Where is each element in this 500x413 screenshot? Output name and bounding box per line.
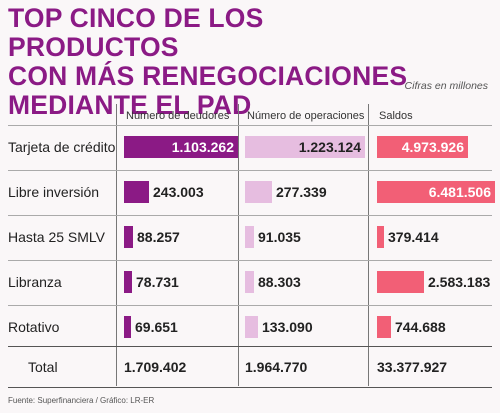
column-header: Saldos <box>379 110 413 122</box>
bar <box>377 136 468 158</box>
table-row: Libre inversión 243.003 277.339 6.481.506 <box>8 170 495 215</box>
bar <box>245 181 272 203</box>
bar <box>124 181 149 203</box>
column-header: Número de deudores <box>126 110 230 122</box>
chart-title: TOP CINCO DE LOS PRODUCTOS CON MÁS RENEG… <box>8 4 408 120</box>
bar <box>124 271 132 293</box>
bar <box>377 271 424 293</box>
category-label: Rotativo <box>8 319 60 335</box>
row-divider <box>8 305 492 306</box>
data-label: 379.414 <box>388 229 439 245</box>
bar <box>245 316 258 338</box>
category-label: Hasta 25 SMLV <box>8 229 106 245</box>
bar <box>377 226 384 248</box>
row-divider <box>8 215 492 216</box>
bar <box>245 271 254 293</box>
data-label: 4.973.926 <box>401 139 464 155</box>
row-divider <box>8 125 492 126</box>
data-label: 744.688 <box>395 319 446 335</box>
table-row: Libranza 78.731 88.303 2.583.183 <box>8 260 492 305</box>
category-label: Libre inversión <box>8 184 100 200</box>
table-row: Hasta 25 SMLV 88.257 91.035 379.414 <box>8 215 492 260</box>
bar <box>245 226 254 248</box>
data-label: 277.339 <box>276 184 327 200</box>
title-line-3: MEDIANTE EL PAD <box>8 90 252 120</box>
column-header: Número de operaciones <box>247 110 365 122</box>
totals-row: Total 1.709.402 1.964.770 33.377.927 <box>8 346 492 388</box>
bar <box>124 136 238 158</box>
data-label: 1.223.124 <box>298 139 361 155</box>
column-divider <box>368 104 369 386</box>
data-label: 78.731 <box>136 274 179 290</box>
data-label: 6.481.506 <box>428 184 491 200</box>
title-line-2: CON MÁS RENEGOCIACIONES <box>8 61 408 91</box>
column-divider <box>116 104 117 386</box>
table-row: Rotativo 69.651 133.090 744.688 <box>8 305 492 350</box>
column-divider <box>238 104 239 386</box>
row-divider <box>8 260 492 261</box>
data-label: 2.583.183 <box>428 274 491 290</box>
bar <box>124 316 131 338</box>
units-note: Cifras en millones <box>404 80 488 92</box>
total-value: 1.709.402 <box>124 359 187 375</box>
row-divider <box>8 170 492 171</box>
title-line-1: TOP CINCO DE LOS PRODUCTOS <box>8 3 264 62</box>
bar <box>124 226 133 248</box>
data-label: 1.103.262 <box>171 139 234 155</box>
total-label: Total <box>28 359 58 375</box>
bar <box>377 316 391 338</box>
data-label: 88.303 <box>258 274 301 290</box>
bar <box>377 181 495 203</box>
bar <box>245 136 365 158</box>
data-label: 88.257 <box>137 229 180 245</box>
table-row: Tarjeta de crédito 1.103.262 1.223.124 4.97… <box>8 125 492 170</box>
total-value: 33.377.927 <box>377 359 448 375</box>
category-label: Libranza <box>8 274 62 290</box>
data-label: 133.090 <box>262 319 313 335</box>
data-label: 91.035 <box>258 229 301 245</box>
category-label: Tarjeta de crédito <box>8 139 116 155</box>
data-label: 69.651 <box>135 319 178 335</box>
total-value: 1.964.770 <box>245 359 308 375</box>
source-note: Fuente: Superfinanciera / Gráfico: LR-ER <box>8 396 155 405</box>
data-label: 243.003 <box>153 184 204 200</box>
